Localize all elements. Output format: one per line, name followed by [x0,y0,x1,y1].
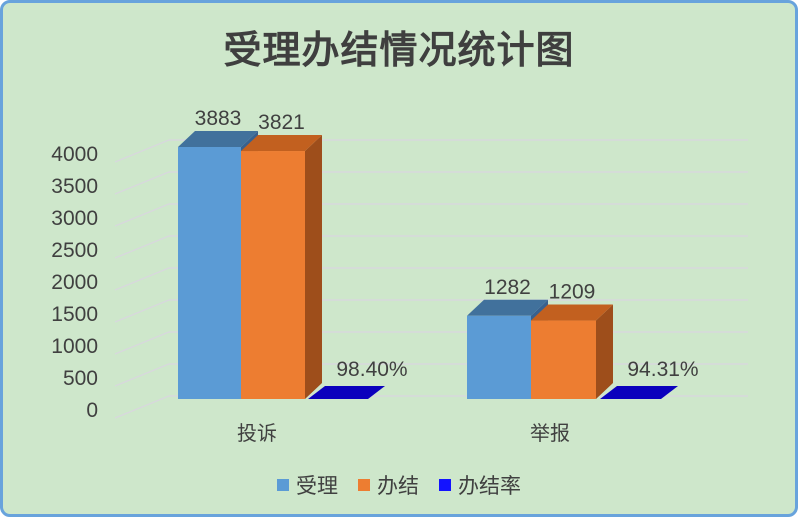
legend-label: 受理 [296,475,338,498]
bar-top-face [178,131,258,147]
legend-swatch [277,479,289,491]
gridline [114,299,748,323]
gridline [114,203,748,227]
legend-swatch [358,479,370,491]
bar-value-label: 1209 [549,281,596,304]
bar-top-face [241,135,322,152]
legend-label: 办结 [377,475,419,498]
chart-title: 受理办结情况统计图 [223,30,575,72]
legend-item: 受理 [277,470,338,500]
bar-value-label: 3883 [195,107,242,130]
bar-side-face [596,304,613,399]
gridline [114,395,748,419]
rate-tile [308,386,385,399]
bar-front-face [178,147,241,399]
x-axis-category-label: 投诉 [237,422,277,445]
gridline [114,139,748,163]
gridline [114,235,748,259]
bar-front-face [531,320,596,399]
legend-item: 办结率 [439,470,521,500]
y-axis-tick-label: 0 [86,399,98,422]
x-axis-category-label: 举报 [530,422,570,445]
y-axis-tick-label: 500 [63,367,98,390]
y-axis-tick-label: 2000 [51,271,98,294]
bar-top-face [531,304,613,321]
legend-swatch [439,479,451,491]
bar-top-face [467,299,548,316]
bar-front-face [241,151,305,399]
bar-side-face [305,135,322,400]
bar-front-face [467,315,531,399]
legend: 受理 办结 办结率 [3,471,795,499]
y-axis-tick-label: 3500 [51,175,98,198]
rate-value-label: 94.31% [627,358,698,381]
y-axis-tick-label: 1000 [51,335,98,358]
plot-area: 0 500 1000 1500 2000 2500 3000 3500 4000 3883 3821… [51,107,748,445]
rate-tile [600,386,678,399]
y-axis-tick-label: 2500 [51,239,98,262]
gridline [114,171,748,195]
y-axis-tick-label: 1500 [51,303,98,326]
legend-label: 办结率 [458,475,521,498]
bar-value-label: 1282 [484,276,531,299]
rate-value-label: 98.40% [336,358,407,381]
legend-item: 办结 [358,470,419,500]
y-axis-tick-label: 3000 [51,207,98,230]
y-axis-tick-label: 4000 [51,143,98,166]
bar-value-label: 3821 [258,111,305,134]
gridline [114,267,748,291]
